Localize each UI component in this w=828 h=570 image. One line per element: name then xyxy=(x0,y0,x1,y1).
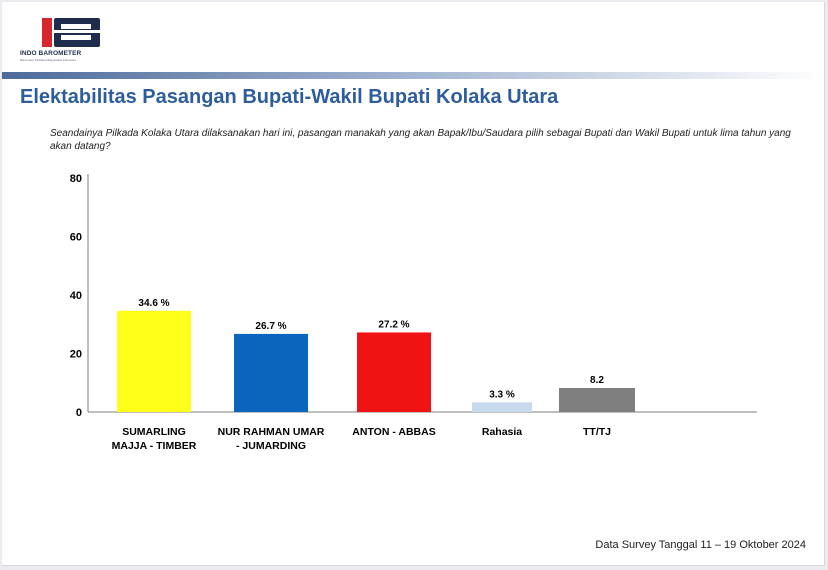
header-band xyxy=(2,72,824,79)
category-label: ANTON - ABBAS xyxy=(352,426,435,438)
y-tick-label: 0 xyxy=(76,407,82,419)
logo-text: INDO BAROMETER xyxy=(20,50,82,57)
category-label: - JUMARDING xyxy=(236,440,306,452)
logo-subtext: Barometer Perilaku Masyarakat Indonesia xyxy=(20,58,76,62)
category-label: Rahasia xyxy=(482,426,522,438)
survey-date-footer: Data Survey Tanggal 11 – 19 Oktober 2024 xyxy=(595,539,806,551)
survey-question: Seandainya Pilkada Kolaka Utara dilaksan… xyxy=(50,128,791,152)
category-label: MAJJA - TIMBER xyxy=(112,440,197,452)
bar-data-label: 27.2 % xyxy=(378,319,409,330)
bar-0 xyxy=(117,310,191,412)
category-label: NUR RAHMAN UMAR xyxy=(218,426,325,438)
bar-chart: 0 20 40 60 80 34.6 % SUMARLING MAJJA - TIMBER 26… xyxy=(70,173,757,452)
category-label: TT/TJ xyxy=(583,426,611,438)
y-tick-label: 20 xyxy=(70,349,82,361)
y-tick-label: 40 xyxy=(70,290,82,302)
bar-data-label: 3.3 % xyxy=(489,389,515,400)
page-title: Elektabilitas Pasangan Bupati-Wakil Bupa… xyxy=(20,86,559,108)
y-tick-label: 60 xyxy=(70,232,82,244)
bar-3 xyxy=(472,402,532,412)
bar-4 xyxy=(559,388,635,412)
bar-data-label: 34.6 % xyxy=(138,298,169,309)
bar-data-label: 26.7 % xyxy=(255,321,286,332)
bar-2 xyxy=(357,332,431,412)
bar-data-label: 8.2 xyxy=(590,375,604,386)
y-tick-label: 80 xyxy=(70,173,82,185)
bar-1 xyxy=(234,333,308,412)
category-label: SUMARLING xyxy=(122,426,186,438)
indo-barometer-logo-icon xyxy=(42,18,102,47)
